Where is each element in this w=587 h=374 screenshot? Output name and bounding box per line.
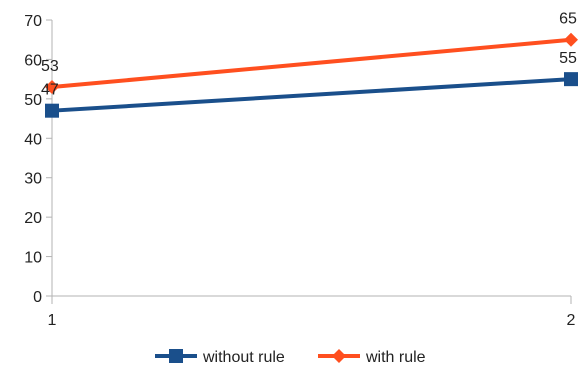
y-tick-label: 30: [24, 171, 42, 188]
legend-marker: [332, 349, 346, 363]
data-point: [564, 72, 578, 87]
y-tick-label: 50: [24, 92, 42, 109]
legend-marker: [169, 349, 183, 363]
y-tick-label: 0: [33, 289, 42, 306]
y-tick-label: 10: [24, 250, 42, 267]
y-tick-label: 40: [24, 131, 42, 148]
data-label: 55: [559, 50, 577, 67]
legend-label: without rule: [202, 349, 285, 366]
data-point: [45, 103, 59, 118]
legend-item-1: with rule: [318, 349, 426, 366]
x-tick-label: 1: [48, 312, 57, 329]
series-line: [51, 37, 572, 90]
legend-label: with rule: [365, 349, 426, 366]
data-labels: 47 55 53 65: [41, 11, 577, 99]
data-point: [45, 80, 59, 95]
series-1: [45, 32, 578, 95]
series-layer: [45, 32, 578, 118]
legend: without rule with rule: [155, 349, 426, 366]
x-tick-label: 2: [567, 312, 576, 329]
data-label: 65: [559, 11, 577, 28]
axes: 0 10 20 30 40 50 60 70 1 2: [24, 13, 575, 329]
series-line: [51, 77, 572, 113]
y-tick-label: 70: [24, 13, 42, 30]
legend-item-0: without rule: [155, 349, 285, 366]
data-label: 47: [41, 82, 59, 99]
y-tick-label: 60: [24, 52, 42, 69]
series-0: [45, 72, 578, 118]
data-point: [564, 32, 578, 47]
y-tick-label: 20: [24, 210, 42, 227]
data-label: 53: [41, 58, 59, 75]
